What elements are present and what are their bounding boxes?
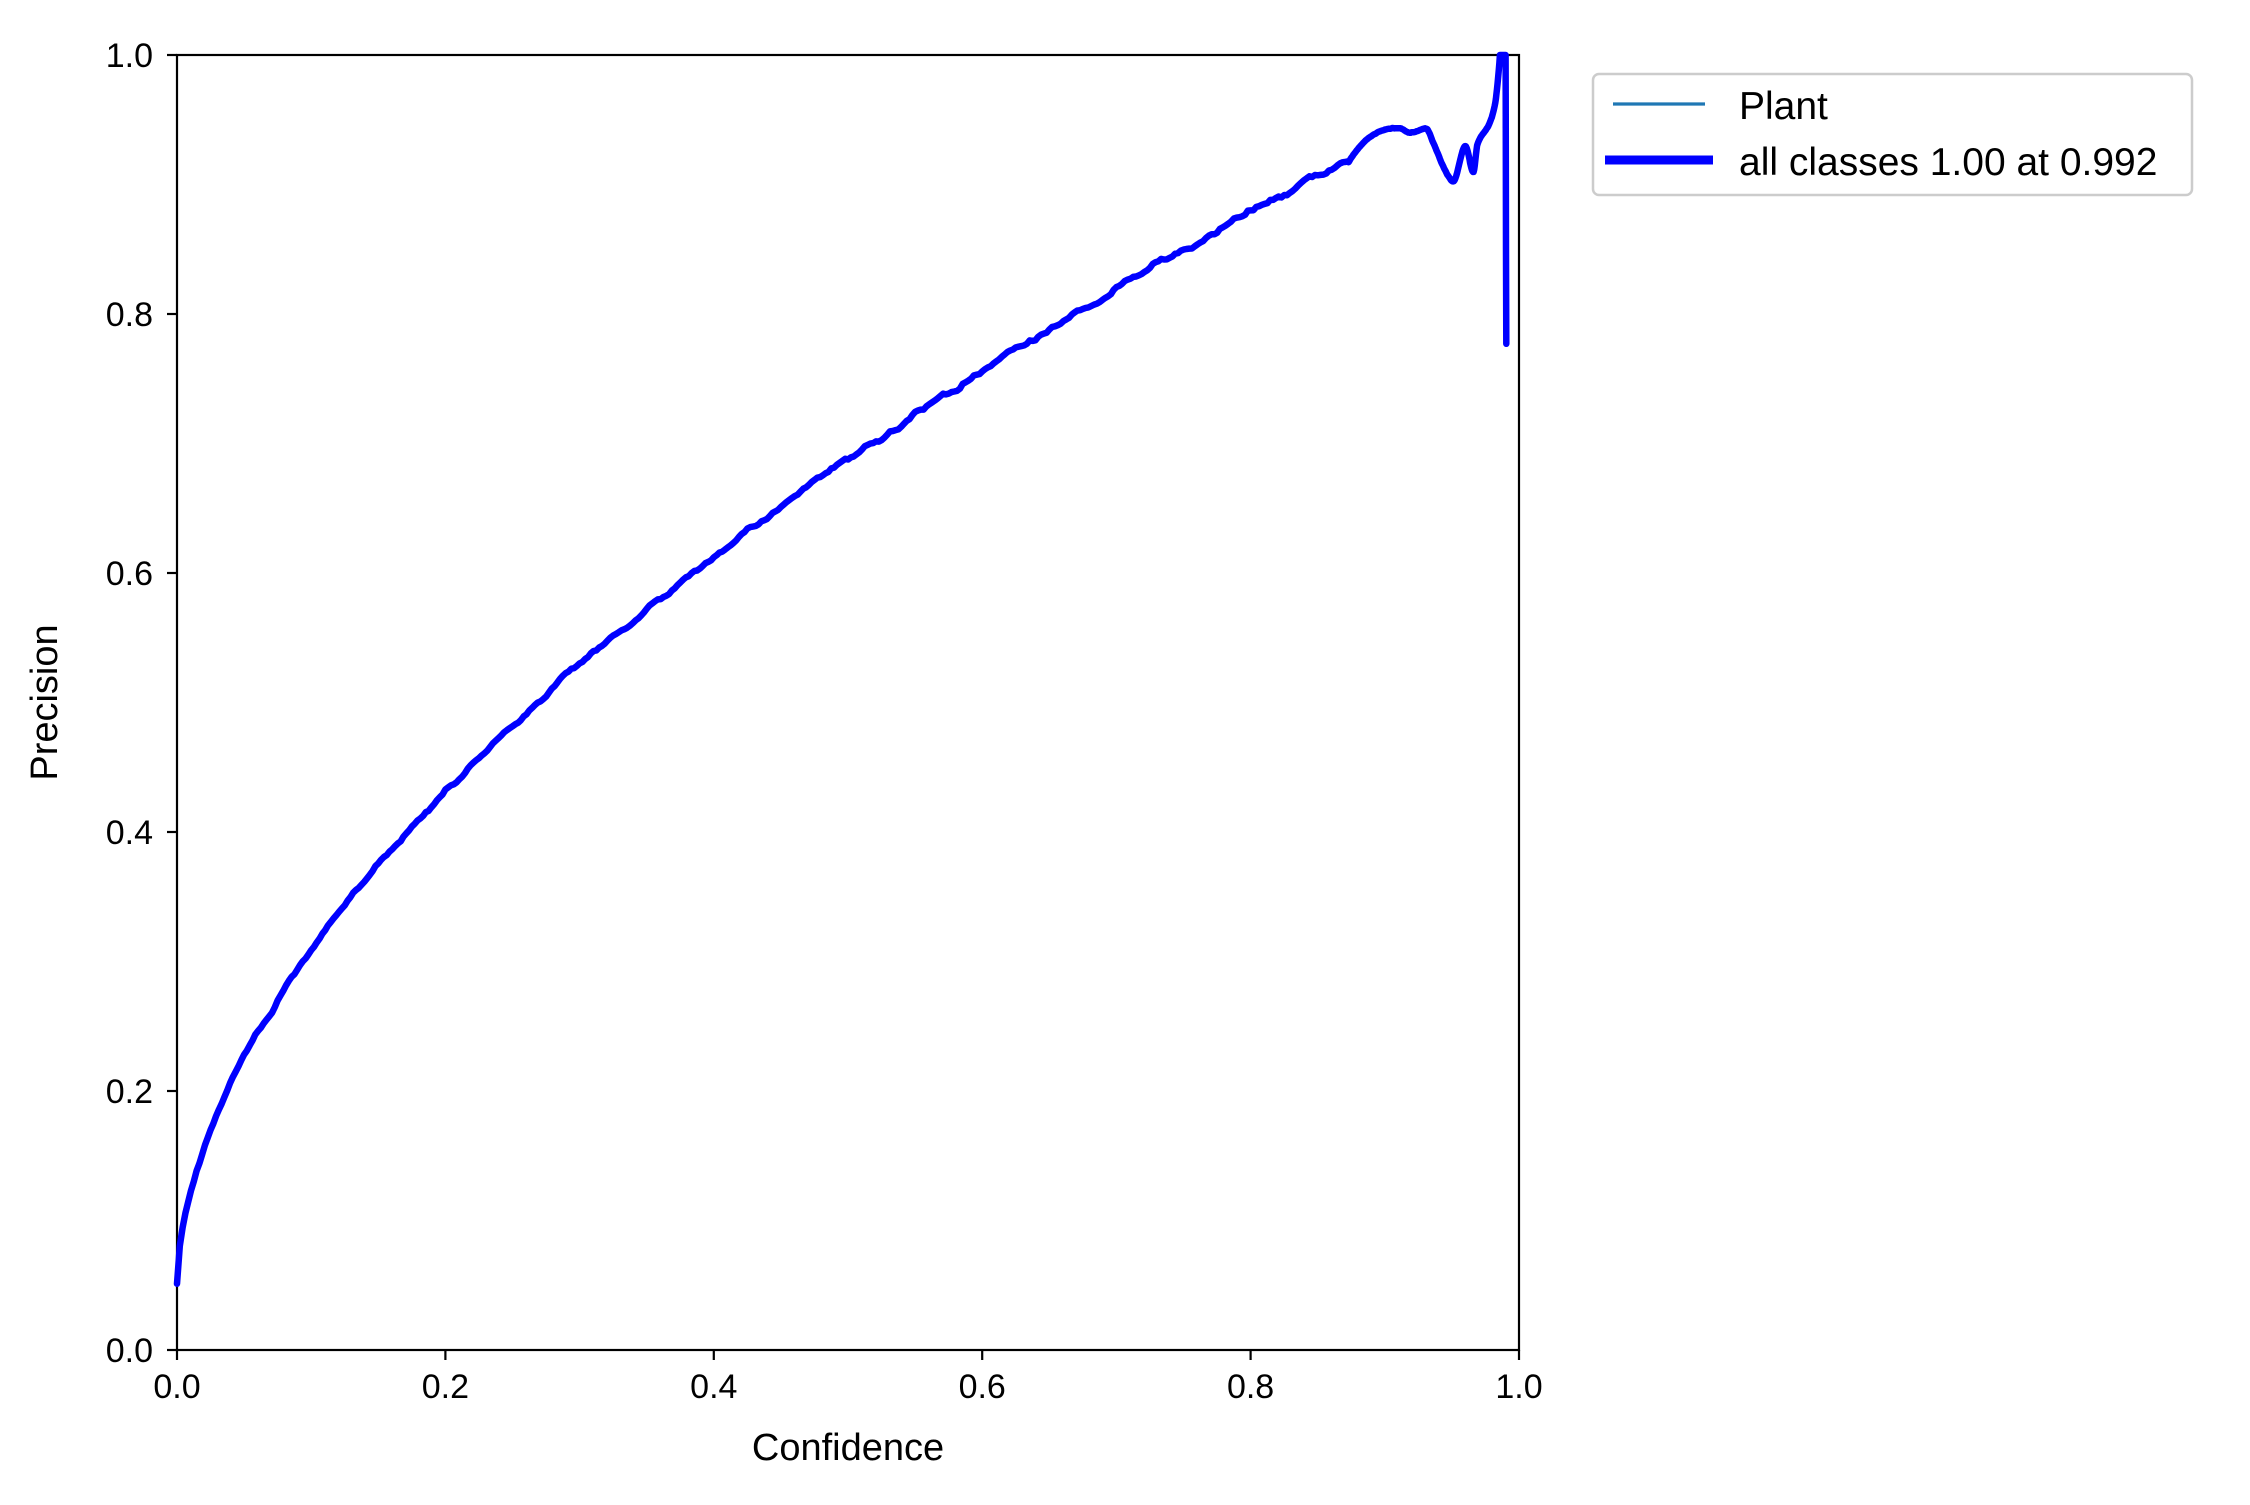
svg-text:Confidence: Confidence xyxy=(752,1427,944,1469)
svg-text:0.8: 0.8 xyxy=(1227,1368,1274,1406)
svg-text:Plant: Plant xyxy=(1739,85,1828,128)
svg-text:0.6: 0.6 xyxy=(106,555,153,593)
svg-text:0.2: 0.2 xyxy=(422,1368,469,1406)
svg-text:Precision: Precision xyxy=(24,624,66,780)
svg-text:0.4: 0.4 xyxy=(690,1368,737,1406)
svg-text:0.0: 0.0 xyxy=(106,1332,153,1370)
svg-text:0.0: 0.0 xyxy=(153,1368,200,1406)
svg-text:0.2: 0.2 xyxy=(106,1073,153,1111)
svg-text:all classes 1.00 at 0.992: all classes 1.00 at 0.992 xyxy=(1739,141,2157,184)
svg-text:1.0: 1.0 xyxy=(106,37,153,75)
svg-text:0.6: 0.6 xyxy=(959,1368,1006,1406)
svg-text:0.8: 0.8 xyxy=(106,296,153,334)
svg-text:1.0: 1.0 xyxy=(1495,1368,1542,1406)
svg-text:0.4: 0.4 xyxy=(106,814,153,852)
